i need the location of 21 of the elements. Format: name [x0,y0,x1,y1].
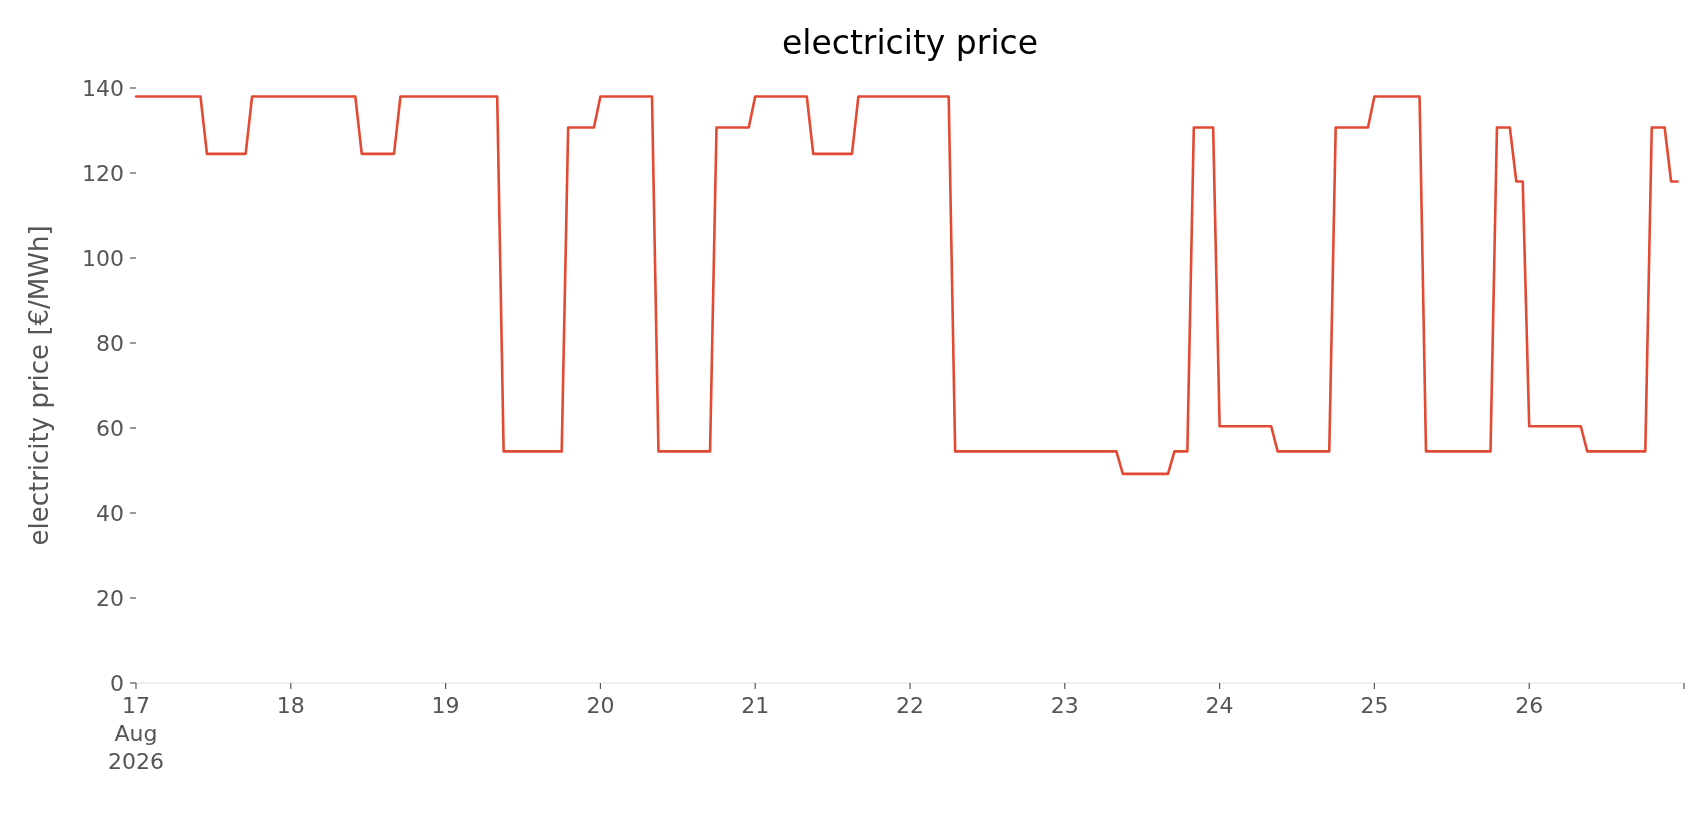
x-tick-label: 26 [1515,693,1544,718]
x-tick-label: 18 [276,693,305,718]
x-tick-label: 20 [586,693,615,718]
y-tick-label: 60 [96,415,124,441]
y-tick-label: 140 [82,75,124,101]
y-axis-title: electricity price [€/MWh] [24,225,54,546]
line-series [134,95,1679,476]
y-tick-label: 0 [110,670,124,696]
y-tick-label: 100 [82,245,124,271]
x-tick-label: 25 [1360,693,1389,718]
x-tick-label: 22 [896,693,924,718]
y-tick-label: 80 [96,330,124,356]
y-tick-label: 20 [96,585,124,611]
y-tick-label: 120 [82,160,124,186]
y-tick-label: 40 [96,500,124,526]
chart-title: electricity price [782,23,1038,62]
x-tick-label: 21 [741,693,770,718]
x-tick-label: 24 [1205,693,1234,718]
x-tick-label: 19 [431,693,460,718]
x-tick-label: 17 Aug 2026 [108,693,164,774]
x-tick-label: 23 [1050,693,1079,718]
